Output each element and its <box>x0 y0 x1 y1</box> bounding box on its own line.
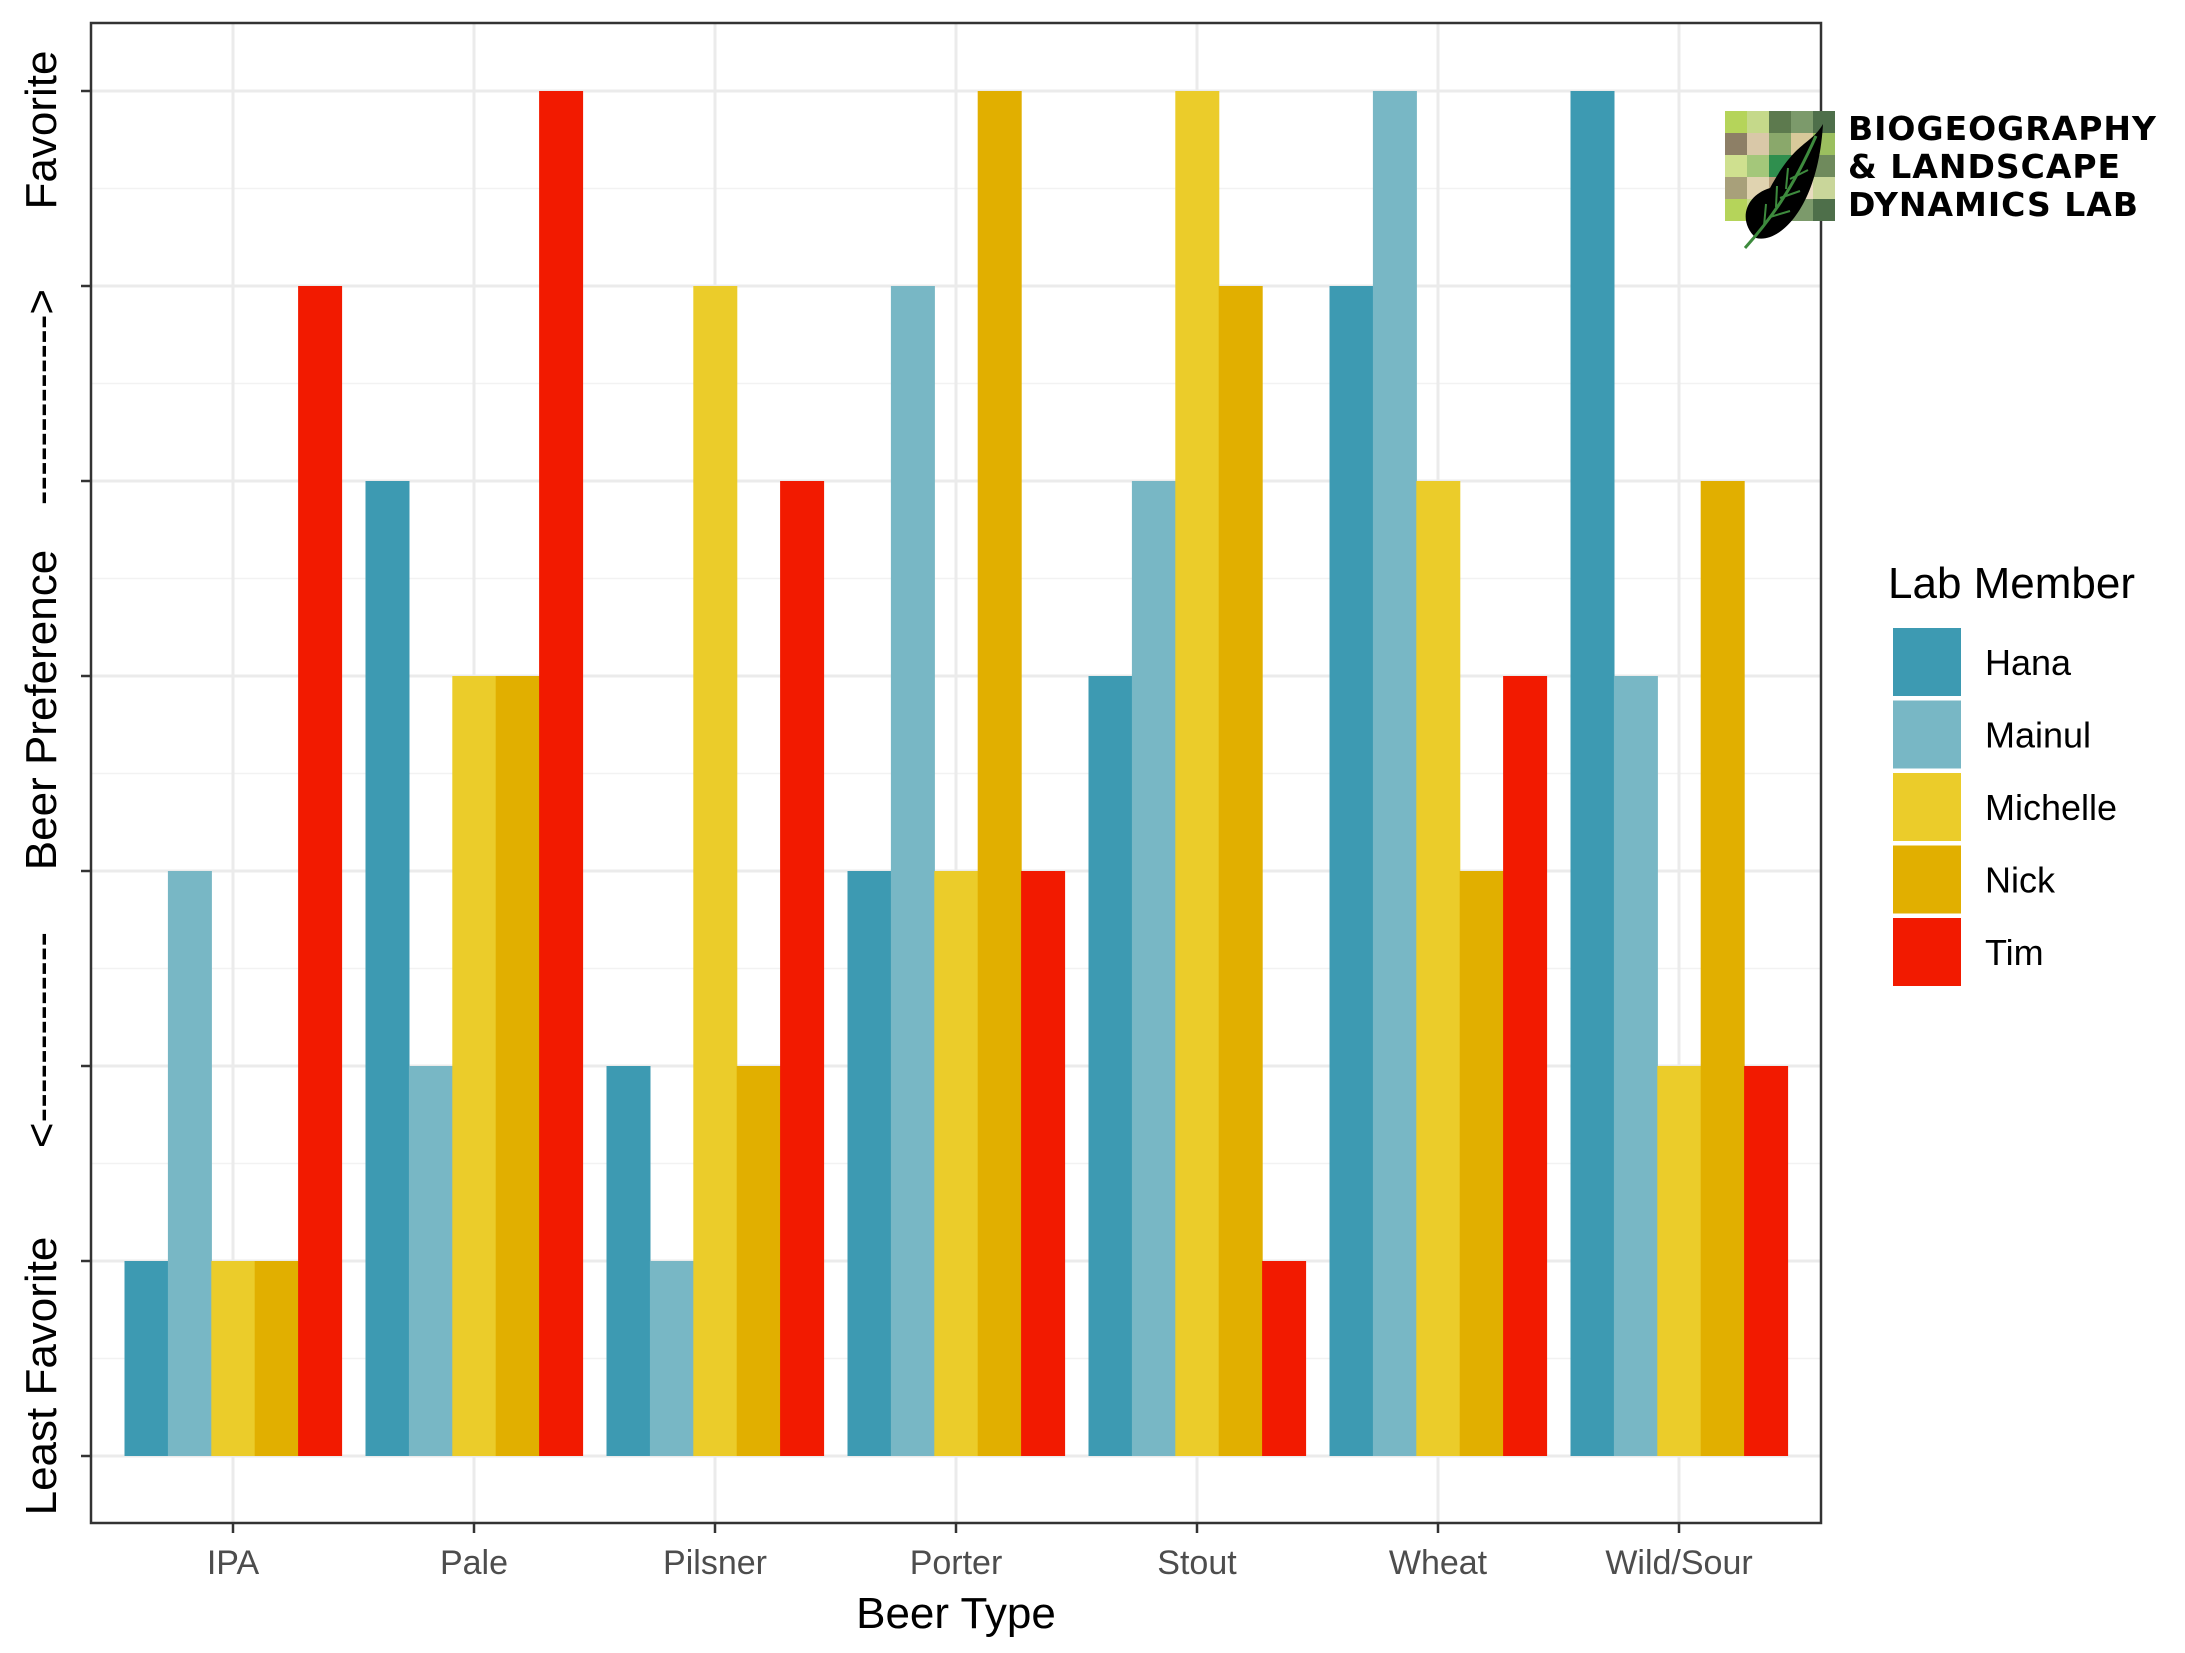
bar-nick-pale <box>495 676 540 1456</box>
bar-mainul-wild-sour <box>1613 676 1658 1456</box>
bar-michelle-pilsner <box>693 286 738 1456</box>
bar-nick-ipa <box>254 1261 299 1456</box>
legend-swatch-michelle <box>1893 773 1961 841</box>
logo-tile <box>1791 111 1813 133</box>
y-ticks <box>81 89 91 1458</box>
legend-swatch-mainul <box>1893 700 1961 769</box>
bar-tim-wild-sour <box>1744 1066 1789 1456</box>
bar-tim-pilsner <box>780 481 825 1456</box>
bar-michelle-wheat <box>1416 481 1461 1456</box>
y-axis-title-least: Least Favorite <box>17 1237 66 1516</box>
bar-nick-wild-sour <box>1700 481 1745 1456</box>
legend-label-tim: Tim <box>1985 932 2044 973</box>
logo-tile <box>1725 111 1747 133</box>
legend-label-nick: Nick <box>1985 860 2056 901</box>
bar-hana-pale <box>365 481 410 1456</box>
bar-nick-wheat <box>1459 871 1504 1456</box>
bar-mainul-ipa <box>167 871 212 1456</box>
lab-logo: BIOGEOGRAPHY & LANDSCAPE DYNAMICS LAB <box>1725 109 2157 249</box>
logo-tile <box>1813 177 1835 199</box>
x-tick-label: Wild/Sour <box>1605 1544 1752 1582</box>
y-axis-title-preference: Beer Preference <box>17 550 66 870</box>
logo-tile <box>1813 155 1835 177</box>
legend-swatch-hana <box>1893 628 1961 696</box>
x-tick-label: Pilsner <box>663 1544 767 1582</box>
x-tick-label: IPA <box>207 1544 260 1582</box>
bar-mainul-porter <box>890 286 935 1456</box>
bar-michelle-stout <box>1175 91 1220 1456</box>
bar-hana-pilsner <box>606 1066 651 1456</box>
bar-hana-wild-sour <box>1570 91 1615 1456</box>
bar-mainul-stout <box>1131 481 1176 1456</box>
logo-tile <box>1747 111 1769 133</box>
bar-hana-ipa <box>124 1261 169 1456</box>
logo-tile <box>1813 199 1835 221</box>
logo-tile <box>1769 111 1791 133</box>
y-axis-title: Least Favorite <------------- Beer Prefe… <box>17 51 66 1516</box>
bar-nick-porter <box>977 91 1022 1456</box>
x-tick-label: Porter <box>910 1544 1003 1582</box>
bar-tim-stout <box>1262 1261 1307 1456</box>
logo-line-3: DYNAMICS LAB <box>1848 185 2139 224</box>
logo-line-2: & LANDSCAPE <box>1848 147 2121 186</box>
logo-tile <box>1747 155 1769 177</box>
legend: Lab Member Hana Mainul Michelle Nick Tim <box>1888 559 2135 986</box>
x-tick-label: Stout <box>1157 1544 1237 1582</box>
bar-nick-stout <box>1218 286 1263 1456</box>
bar-mainul-pale <box>408 1066 453 1456</box>
leaf-icon <box>1743 124 1823 249</box>
bar-tim-ipa <box>298 286 343 1456</box>
x-tick-label: Pale <box>440 1544 508 1582</box>
legend-items: Hana Mainul Michelle Nick Tim <box>1893 628 2117 986</box>
legend-swatch-tim <box>1893 918 1961 986</box>
bar-tim-wheat <box>1503 676 1548 1456</box>
logo-tile <box>1769 133 1791 155</box>
logo-tile <box>1725 199 1747 221</box>
legend-title: Lab Member <box>1888 559 2135 608</box>
bar-michelle-pale <box>452 676 497 1456</box>
bar-nick-pilsner <box>736 1066 781 1456</box>
bar-hana-porter <box>847 871 892 1456</box>
legend-label-hana: Hana <box>1985 642 2072 683</box>
logo-tile <box>1725 177 1747 199</box>
bar-michelle-wild-sour <box>1657 1066 1702 1456</box>
bar-hana-wheat <box>1329 286 1374 1456</box>
x-ticks: IPA Pale Pilsner Porter Stout Wheat Wild/Sour <box>207 1523 1753 1582</box>
y-axis-title-favorite: Favorite <box>17 51 66 210</box>
logo-tile <box>1747 133 1769 155</box>
bar-hana-stout <box>1088 676 1133 1456</box>
legend-swatch-nick <box>1893 845 1961 914</box>
bar-mainul-wheat <box>1372 91 1417 1456</box>
y-axis-title-arrow-left: <------------- <box>17 932 66 1148</box>
x-tick-label: Wheat <box>1389 1544 1488 1582</box>
bar-michelle-ipa <box>211 1261 256 1456</box>
bar-tim-pale <box>539 91 584 1456</box>
y-axis-title-arrow-right: -------------> <box>17 289 66 505</box>
legend-label-michelle: Michelle <box>1985 787 2117 828</box>
bars <box>124 91 1789 1456</box>
x-axis-title: Beer Type <box>856 1589 1056 1638</box>
bar-tim-porter <box>1021 871 1066 1456</box>
logo-tile <box>1813 111 1835 133</box>
bar-mainul-pilsner <box>649 1261 694 1456</box>
bar-michelle-porter <box>934 871 979 1456</box>
logo-tile <box>1725 133 1747 155</box>
logo-line-1: BIOGEOGRAPHY <box>1848 109 2157 148</box>
legend-label-mainul: Mainul <box>1985 715 2091 756</box>
logo-tile <box>1725 155 1747 177</box>
